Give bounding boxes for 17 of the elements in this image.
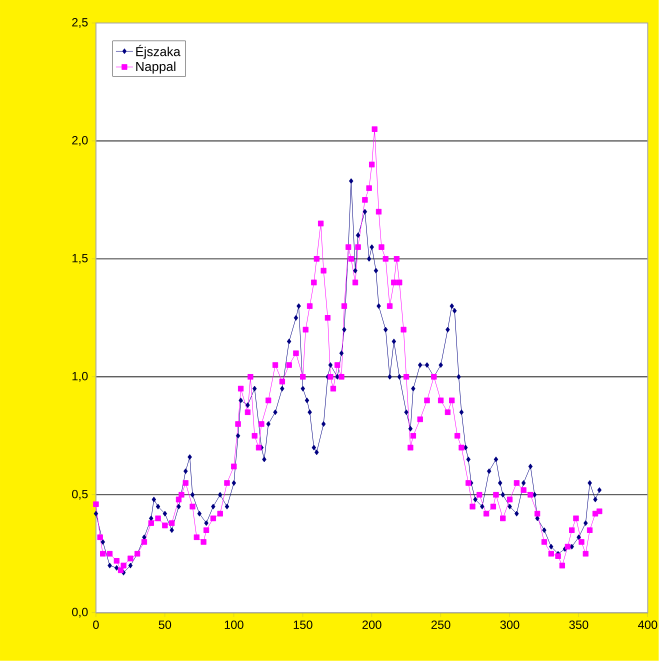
y-tick-label: 1,0 xyxy=(72,372,88,382)
y-tick-label: 0,5 xyxy=(72,490,88,500)
x-tick-label: 150 xyxy=(294,620,312,630)
x-tick-label: 100 xyxy=(224,620,244,630)
x-tick-label: 0 xyxy=(93,620,99,630)
x-tick-label: 250 xyxy=(431,620,450,630)
legend-label: Nappal xyxy=(136,62,176,74)
x-tick-label: 50 xyxy=(158,620,172,630)
y-tick-label: 0,0 xyxy=(72,608,88,618)
x-tick-label: 300 xyxy=(500,620,520,630)
legend-label: Éjszaka xyxy=(136,44,181,59)
x-tick-label: 350 xyxy=(569,620,588,630)
x-tick-label: 200 xyxy=(362,620,382,630)
y-tick-label: 1,5 xyxy=(72,254,88,264)
y-tick-label: 2,5 xyxy=(72,18,88,28)
y-tick-label: 2,0 xyxy=(72,136,88,146)
x-tick-label: 400 xyxy=(638,620,658,630)
